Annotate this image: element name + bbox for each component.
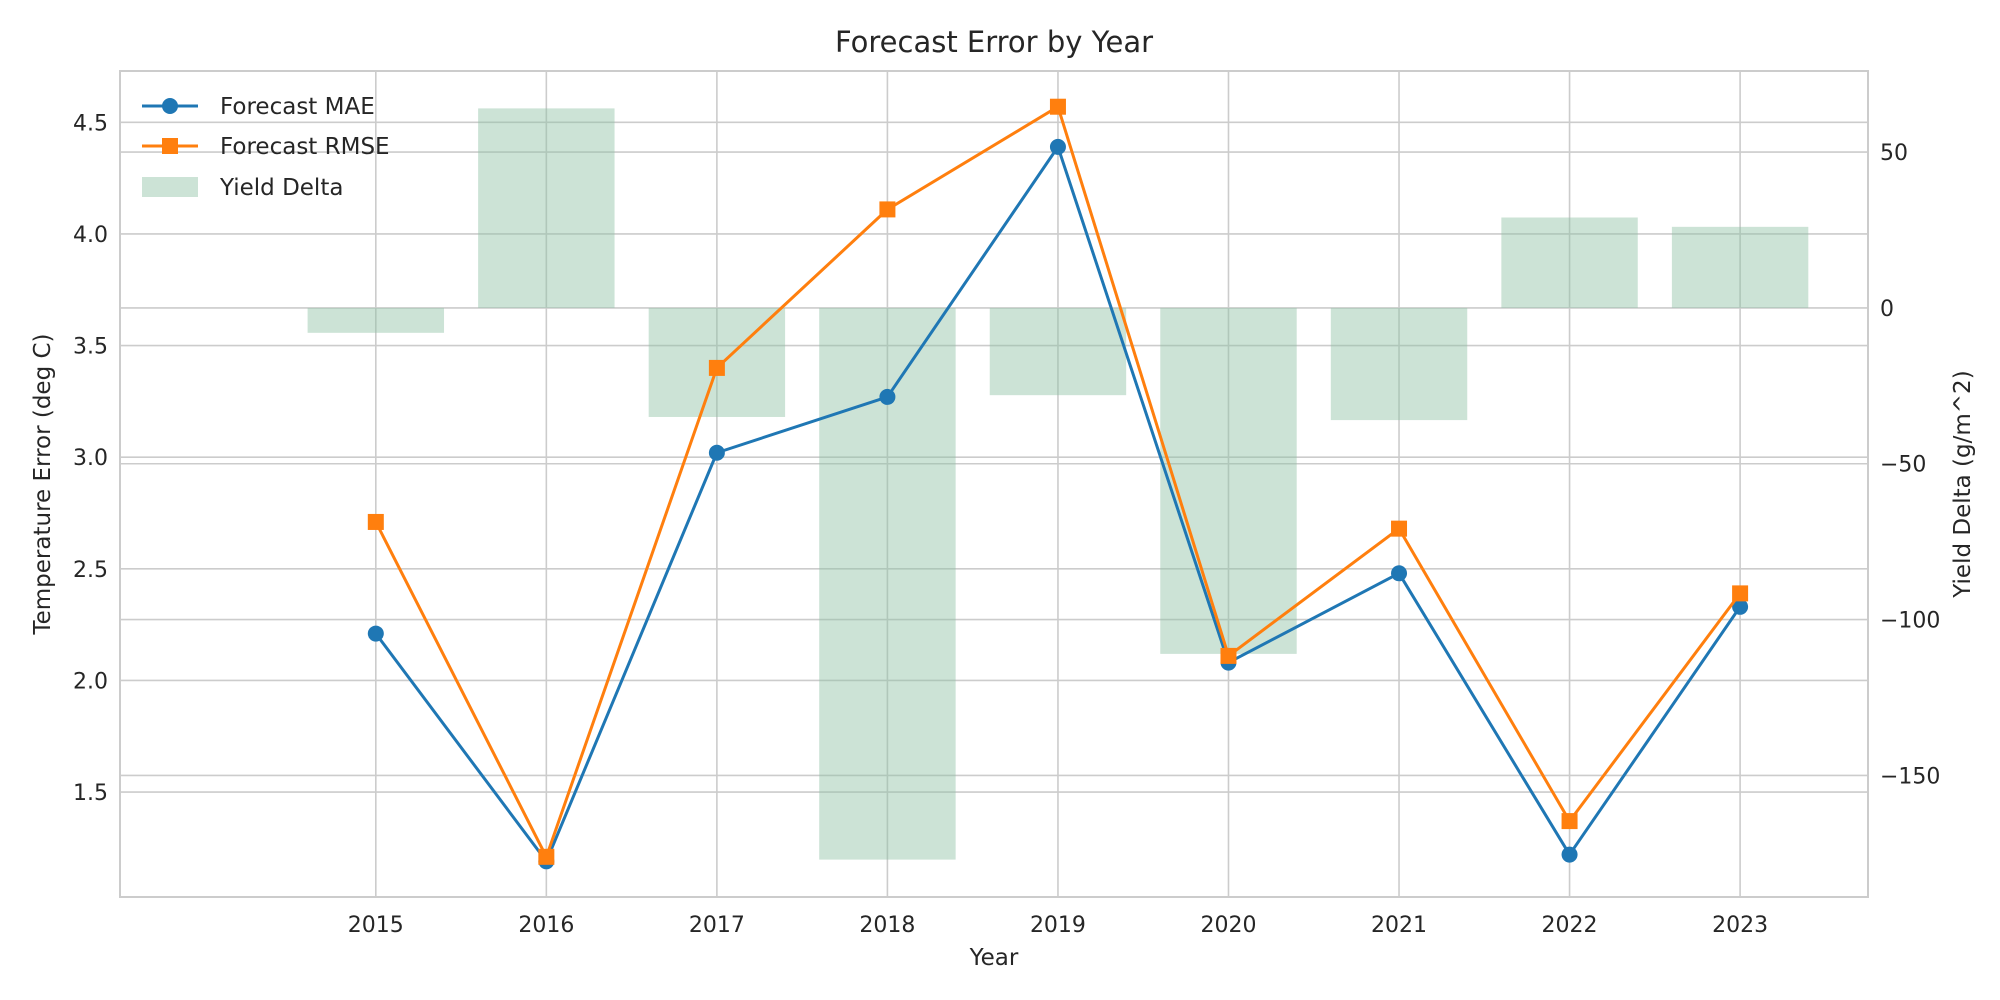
chart-title: Forecast Error by Year <box>835 25 1153 59</box>
legend-mae-swatch-marker <box>162 98 178 114</box>
rmse-marker <box>708 359 725 376</box>
rmse-marker <box>538 848 555 865</box>
yield-delta-bars <box>307 108 1809 860</box>
legend: Forecast MAE Forecast RMSE Yield Delta <box>142 94 390 201</box>
y2-tick-label: 50 <box>1880 141 1908 166</box>
y-tick-label: 1.5 <box>73 781 108 806</box>
y-tick-label: 3.0 <box>73 446 108 471</box>
mae-marker <box>367 625 384 642</box>
rmse-marker <box>1561 813 1578 830</box>
mae-marker <box>1049 138 1066 155</box>
x-tick-label: 2017 <box>689 913 745 938</box>
x-axis-label: Year <box>969 945 1019 971</box>
rmse-marker <box>367 513 384 530</box>
yield-delta-bar <box>307 307 445 333</box>
x-tick-label: 2018 <box>859 913 915 938</box>
y2-axis-label: Yield Delta (g/m^2) <box>1950 370 1976 598</box>
y-tick-label: 3.5 <box>73 335 108 360</box>
yield-delta-bar <box>989 307 1127 396</box>
rmse-marker <box>1220 647 1237 664</box>
x-tick-label: 2021 <box>1371 913 1427 938</box>
legend-yield-label: Yield Delta <box>219 175 343 201</box>
x-tick-label: 2019 <box>1030 913 1086 938</box>
x-tick-label: 2022 <box>1542 913 1598 938</box>
axes: 2015 2016 2017 2018 2019 2020 2021 2022 2023 1.5 2… <box>73 111 1940 938</box>
mae-marker <box>1561 846 1578 863</box>
y-tick-label: 2.0 <box>73 669 108 694</box>
legend-item-yield: Yield Delta <box>142 175 343 201</box>
error-lines <box>367 98 1749 870</box>
y-tick-label: 2.5 <box>73 558 108 583</box>
rmse-marker <box>1732 585 1749 602</box>
rmse-marker <box>879 201 896 218</box>
legend-rmse-label: Forecast RMSE <box>220 134 390 160</box>
x-tick-label: 2016 <box>518 913 574 938</box>
yield-delta-bar <box>1330 307 1468 421</box>
y2-tick-label: −50 <box>1880 453 1926 478</box>
y-tick-label: 4.0 <box>73 223 108 248</box>
y2-tick-label: −150 <box>1880 764 1940 789</box>
y-axis-label: Temperature Error (deg C) <box>30 333 56 635</box>
mae-marker <box>1732 598 1749 615</box>
mae-marker <box>708 444 725 461</box>
yield-delta-bar <box>1671 226 1809 308</box>
y2-tick-label: 0 <box>1880 297 1894 322</box>
legend-mae-label: Forecast MAE <box>220 94 375 120</box>
yield-delta-bar <box>478 108 615 308</box>
grid <box>120 71 1868 897</box>
plot-frame <box>119 70 1869 898</box>
legend-item-mae: Forecast MAE <box>142 94 375 120</box>
mae-marker <box>1391 565 1408 582</box>
y-tick-label: 4.5 <box>73 111 108 136</box>
legend-yield-swatch <box>142 177 198 197</box>
yield-delta-bar <box>1160 307 1297 654</box>
x-tick-label: 2020 <box>1200 913 1256 938</box>
legend-rmse-swatch-marker <box>162 138 178 154</box>
rmse-marker <box>1049 98 1066 115</box>
x-tick-label: 2015 <box>348 913 404 938</box>
legend-item-rmse: Forecast RMSE <box>142 134 390 160</box>
y2-tick-label: −100 <box>1880 609 1940 634</box>
rmse-marker <box>1391 520 1408 537</box>
mae-marker <box>879 388 896 405</box>
x-tick-label: 2023 <box>1712 913 1768 938</box>
yield-delta-bar <box>1501 217 1638 308</box>
